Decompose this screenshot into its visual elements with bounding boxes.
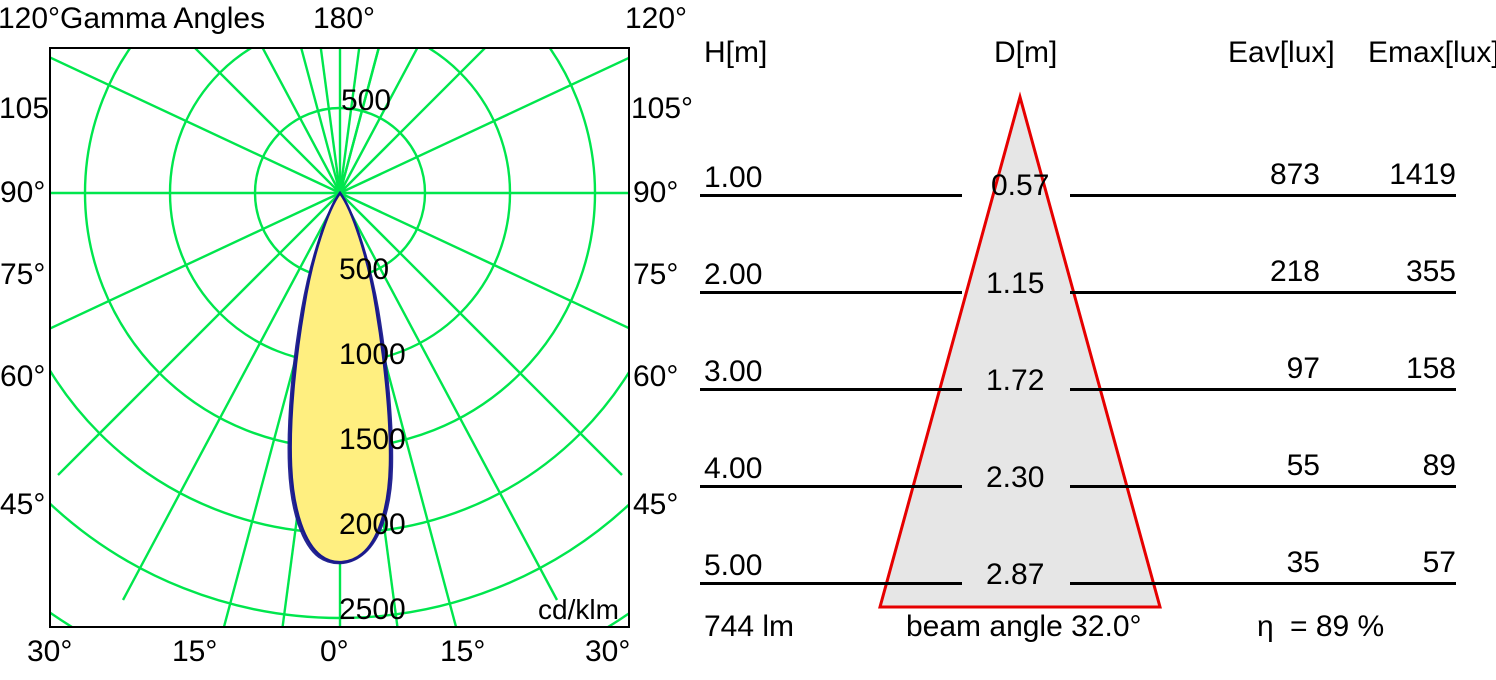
cell-emax-5: 57 bbox=[1422, 546, 1456, 579]
polar-ring-label-500: 500 bbox=[339, 253, 390, 286]
luminous-intensity-curve-fill bbox=[290, 193, 391, 563]
polar-plot-frame: 500 500 1000 1500 2000 2500 cd/klm bbox=[49, 47, 630, 628]
cell-height-2: 2.00 bbox=[704, 258, 763, 291]
cell-diameter-1: 0.57 bbox=[991, 169, 1050, 202]
polar-angle-top-left: 120° bbox=[0, 2, 61, 35]
luminous-intensity-curve-c90 bbox=[287, 191, 394, 565]
cell-eav-4: 55 bbox=[1286, 449, 1320, 482]
row-rule-left-1 bbox=[700, 194, 962, 197]
polar-angle-bottom-15-left: 15° bbox=[172, 635, 218, 668]
illuminance-table-panel: H[m] D[m] Eav[lux] Emax[lux] 1.00 0.57 8… bbox=[690, 0, 1496, 680]
polar-angle-right-60: 60° bbox=[633, 360, 679, 393]
polar-angle-left-75: 75° bbox=[0, 258, 46, 291]
beam-cone-triangle bbox=[878, 91, 1162, 609]
cell-diameter-2: 1.15 bbox=[986, 267, 1045, 300]
row-rule-right-4 bbox=[1070, 485, 1456, 488]
polar-ring-label-1500: 1500 bbox=[339, 423, 406, 456]
row-rule-right-5 bbox=[1070, 582, 1456, 585]
cell-eav-3: 97 bbox=[1286, 352, 1320, 385]
polar-angle-bottom-0: 0° bbox=[320, 635, 349, 668]
cell-eav-1: 873 bbox=[1269, 158, 1320, 191]
cell-diameter-4: 2.30 bbox=[986, 461, 1045, 494]
polar-angle-right-45: 45° bbox=[633, 488, 679, 521]
polar-ring-label-1000: 1000 bbox=[339, 338, 406, 371]
row-rule-left-4 bbox=[700, 485, 962, 488]
cell-diameter-3: 1.72 bbox=[986, 364, 1045, 397]
polar-ring-label-500-top: 500 bbox=[341, 84, 392, 117]
polar-angle-top-right: 120° bbox=[625, 2, 688, 35]
row-rule-left-5 bbox=[700, 582, 962, 585]
footer-beam-angle: beam angle 32.0° bbox=[906, 610, 1142, 643]
cell-height-5: 5.00 bbox=[704, 549, 763, 582]
row-rule-right-2 bbox=[1070, 291, 1456, 294]
beam-cone-diagram bbox=[878, 91, 1162, 609]
polar-angle-right-90: 90° bbox=[633, 176, 679, 209]
footer-efficiency-symbol: η bbox=[1257, 610, 1274, 643]
polar-angle-bottom-30-right: 30° bbox=[585, 635, 631, 668]
cell-emax-1: 1419 bbox=[1389, 158, 1456, 191]
polar-angle-right-75: 75° bbox=[633, 258, 679, 291]
polar-angle-bottom-15-right: 15° bbox=[440, 635, 486, 668]
cell-eav-2: 218 bbox=[1269, 255, 1320, 288]
row-rule-right-1 bbox=[1070, 194, 1456, 197]
polar-angle-left-60: 60° bbox=[0, 360, 46, 393]
cell-height-1: 1.00 bbox=[704, 161, 763, 194]
cell-eav-5: 35 bbox=[1286, 546, 1320, 579]
row-rule-right-3 bbox=[1070, 388, 1456, 391]
cell-diameter-5: 2.87 bbox=[986, 558, 1045, 591]
polar-ring-label-2000: 2000 bbox=[339, 508, 406, 541]
polar-angle-left-45: 45° bbox=[0, 488, 46, 521]
column-header-eav: Eav[lux] bbox=[1228, 36, 1335, 69]
polar-angle-bottom-30-left: 30° bbox=[27, 635, 73, 668]
polar-angle-left-90: 90° bbox=[0, 176, 46, 209]
column-header-height: H[m] bbox=[704, 36, 768, 69]
polar-ring-label-2500: 2500 bbox=[339, 593, 406, 626]
polar-angle-top-center: 180° bbox=[313, 2, 376, 35]
polar-grid-and-curve bbox=[51, 49, 628, 626]
footer-luminous-flux: 744 lm bbox=[704, 610, 795, 643]
polar-unit-label: cd/klm bbox=[538, 594, 619, 625]
polar-angle-right-105: 105° bbox=[631, 92, 694, 125]
polar-diagram-panel: 120° Gamma Angles 180° 120° 105° 90° 75°… bbox=[0, 0, 694, 680]
cell-height-3: 3.00 bbox=[704, 355, 763, 388]
cell-emax-4: 89 bbox=[1422, 449, 1456, 482]
column-header-emax: Emax[lux] bbox=[1368, 36, 1496, 69]
cell-height-4: 4.00 bbox=[704, 452, 763, 485]
footer-efficiency-value: = 89 % bbox=[1290, 610, 1385, 643]
cell-emax-2: 355 bbox=[1405, 255, 1456, 288]
column-header-diameter: D[m] bbox=[994, 36, 1058, 69]
cell-emax-3: 158 bbox=[1405, 352, 1456, 385]
polar-title: Gamma Angles bbox=[60, 2, 266, 35]
luminous-intensity-curve-c0 bbox=[289, 190, 392, 564]
row-rule-left-2 bbox=[700, 291, 962, 294]
row-rule-left-3 bbox=[700, 388, 962, 391]
